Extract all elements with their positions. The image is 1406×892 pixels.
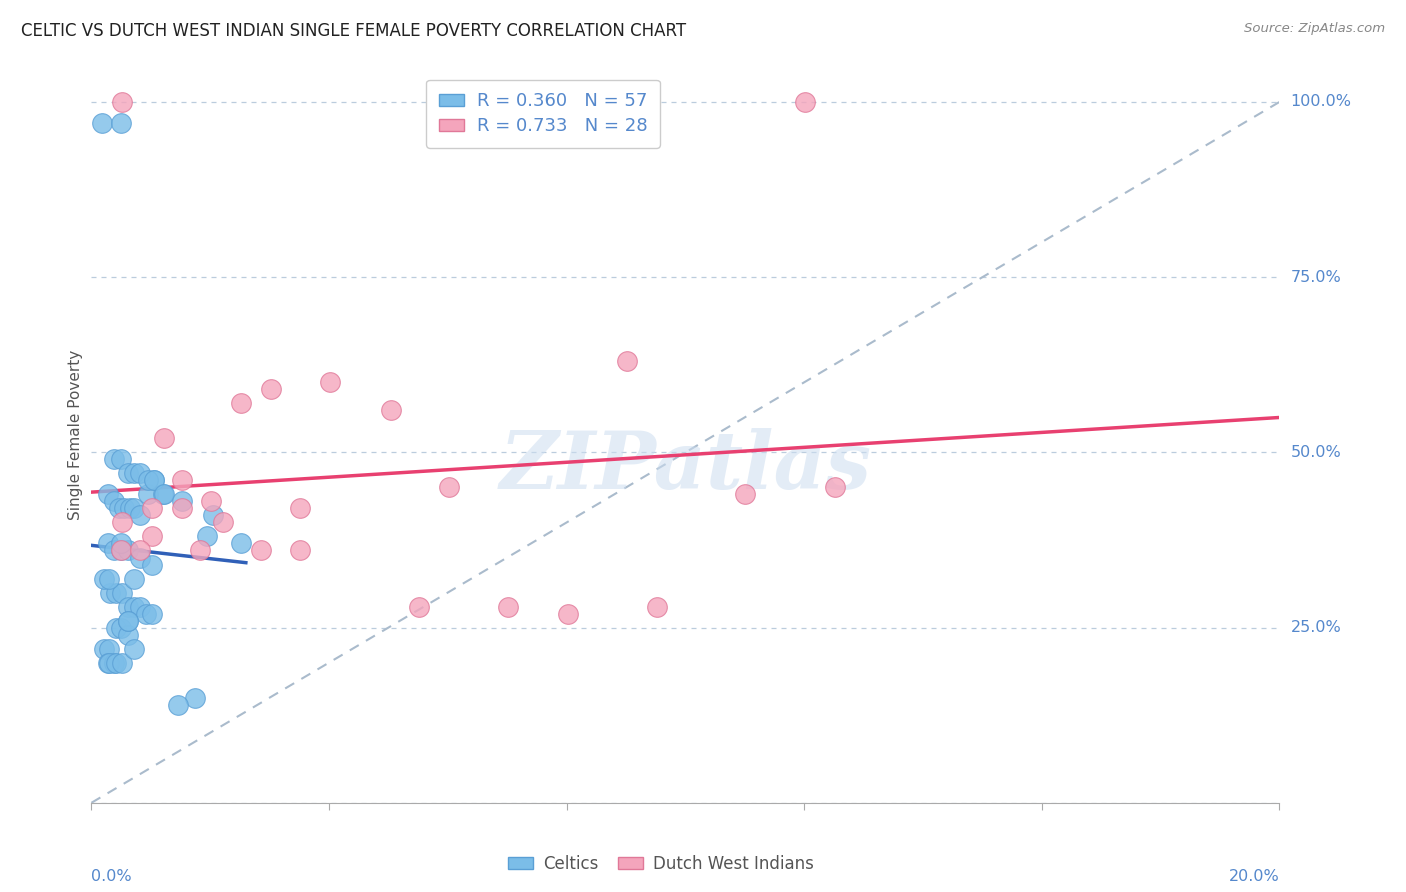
Text: 0.0%: 0.0% [91,870,132,884]
Point [110,621,132,635]
Point [129,550,152,565]
Point [117,467,139,481]
Text: 50.0%: 50.0% [1291,445,1341,460]
Point [141,501,163,516]
Point [734,487,756,501]
Point [122,599,145,614]
Text: 25.0%: 25.0% [1291,620,1341,635]
Point [498,599,520,614]
Point [557,607,579,621]
Point [202,508,225,523]
Point [437,480,460,494]
Point [195,529,218,543]
Point [794,95,817,109]
Point [111,516,134,530]
Point [93,572,115,586]
Point [129,599,152,614]
Point [200,494,222,508]
Point [97,656,120,670]
Point [110,536,132,550]
Point [110,543,132,558]
Point [122,501,145,516]
Point [107,501,129,516]
Point [153,431,176,445]
Point [408,599,430,614]
Text: Source: ZipAtlas.com: Source: ZipAtlas.com [1244,22,1385,36]
Point [141,558,163,572]
Point [122,467,145,481]
Point [105,621,128,635]
Point [117,614,139,628]
Point [319,376,342,390]
Y-axis label: Single Female Poverty: Single Female Poverty [67,350,83,520]
Point [136,474,159,488]
Point [129,508,152,523]
Point [117,599,139,614]
Legend: R = 0.360   N = 57, R = 0.733   N = 28: R = 0.360 N = 57, R = 0.733 N = 28 [426,79,659,148]
Text: 100.0%: 100.0% [1291,95,1351,110]
Point [98,641,121,656]
Point [112,501,135,516]
Point [111,95,134,109]
Point [97,487,120,501]
Point [103,452,125,467]
Point [824,480,846,494]
Point [135,607,157,621]
Point [229,396,252,410]
Point [142,474,165,488]
Point [110,452,132,467]
Point [170,474,193,488]
Point [103,543,125,558]
Point [153,487,176,501]
Point [118,501,141,516]
Point [105,585,128,599]
Point [166,698,188,712]
Point [141,529,163,543]
Point [129,467,152,481]
Point [93,641,115,656]
Point [290,543,312,558]
Point [117,543,139,558]
Text: ZIPatlas: ZIPatlas [499,427,872,505]
Text: CELTIC VS DUTCH WEST INDIAN SINGLE FEMALE POVERTY CORRELATION CHART: CELTIC VS DUTCH WEST INDIAN SINGLE FEMAL… [21,22,686,40]
Point [98,656,121,670]
Point [129,543,152,558]
Point [290,501,312,516]
Point [117,614,139,628]
Point [380,403,402,417]
Point [184,690,207,705]
Point [100,585,122,599]
Point [645,599,668,614]
Point [212,516,235,530]
Point [229,536,252,550]
Point [142,474,165,488]
Point [136,487,159,501]
Text: 75.0%: 75.0% [1291,269,1341,285]
Point [260,382,283,396]
Point [103,494,125,508]
Point [249,543,271,558]
Point [122,641,145,656]
Point [141,607,163,621]
Point [91,116,114,130]
Point [110,116,132,130]
Point [170,501,193,516]
Point [105,656,128,670]
Text: 20.0%: 20.0% [1229,870,1279,884]
Point [103,656,125,670]
Point [97,536,120,550]
Point [616,354,638,368]
Point [111,585,134,599]
Point [110,543,132,558]
Point [111,656,134,670]
Legend: Celtics, Dutch West Indians: Celtics, Dutch West Indians [501,848,821,880]
Point [170,494,193,508]
Point [117,627,139,641]
Point [98,572,121,586]
Point [188,543,211,558]
Point [152,487,174,501]
Point [122,572,145,586]
